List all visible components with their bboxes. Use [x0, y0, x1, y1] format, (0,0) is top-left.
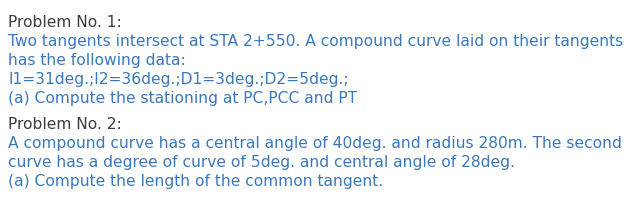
Text: Problem No. 1:: Problem No. 1:: [8, 15, 122, 30]
Text: I1=31deg.;I2=36deg.;D1=3deg.;D2=5deg.;: I1=31deg.;I2=36deg.;D1=3deg.;D2=5deg.;: [8, 72, 349, 87]
Text: Two tangents intersect at STA 2+550. A compound curve laid on their tangents: Two tangents intersect at STA 2+550. A c…: [8, 34, 623, 49]
Text: (a) Compute the stationing at PC,PCC and PT: (a) Compute the stationing at PC,PCC and…: [8, 91, 357, 106]
Text: Problem No. 2:: Problem No. 2:: [8, 117, 122, 132]
Text: (a) Compute the length of the common tangent.: (a) Compute the length of the common tan…: [8, 174, 383, 189]
Text: curve has a degree of curve of 5deg. and central angle of 28deg.: curve has a degree of curve of 5deg. and…: [8, 155, 515, 170]
Text: has the following data:: has the following data:: [8, 53, 186, 68]
Text: A compound curve has a central angle of 40deg. and radius 280m. The second: A compound curve has a central angle of …: [8, 136, 622, 151]
